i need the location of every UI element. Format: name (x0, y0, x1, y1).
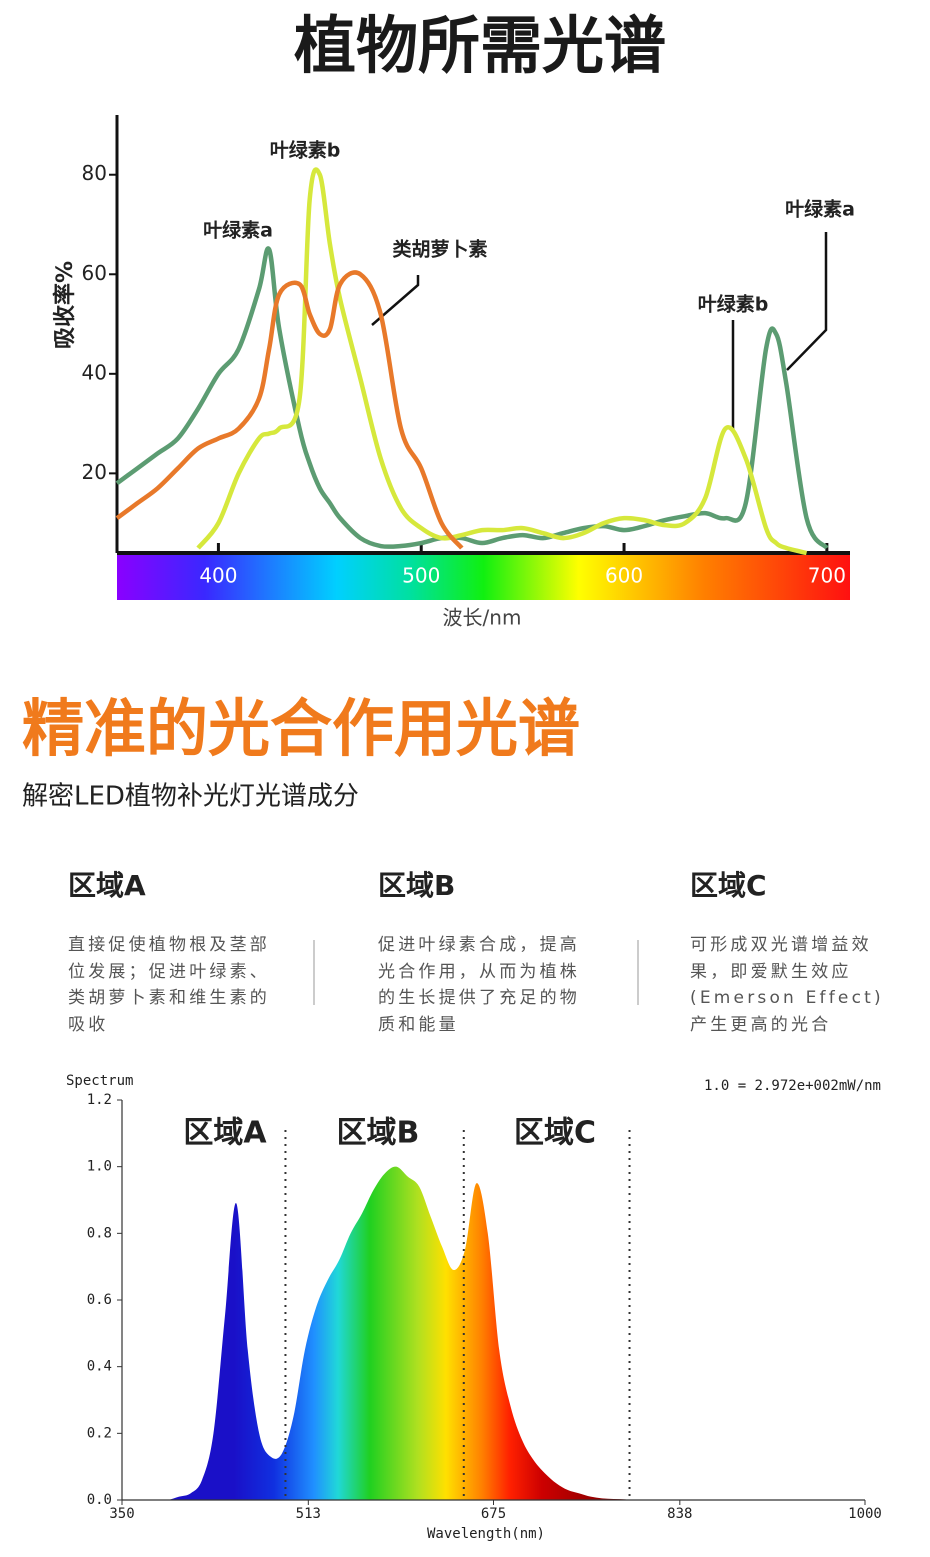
x-tick-label: 838 (667, 1506, 692, 1522)
y-tick-label: 0.8 (87, 1225, 112, 1241)
series-label: 叶绿素b (698, 293, 769, 316)
series-line (115, 270, 464, 550)
region-label: 区域B (337, 1116, 420, 1151)
leader-line (786, 232, 828, 371)
spectrum-band (117, 553, 850, 600)
series-label: 叶绿素b (270, 139, 341, 162)
section-subtitle: 解密LED植物补光灯光谱成分 (22, 782, 359, 812)
region-text: 促进叶绿素合成，提高光合作用，从而为植株的生长提供了充足的物质和能量 (378, 935, 580, 1035)
x-tick-label: 700 (808, 564, 846, 588)
leader-line (371, 275, 420, 326)
x-axis-label: Wavelength(nm) (427, 1526, 545, 1542)
annotation: 1.0 = 2.972e+002mW/nm (704, 1078, 881, 1094)
section-title: 精准的光合作用光谱 (22, 692, 580, 765)
x-tick-label: 513 (296, 1506, 321, 1522)
y-tick-label: 1.2 (87, 1092, 112, 1108)
x-tick-label: 400 (199, 564, 237, 588)
series-label: 类胡萝卜素 (392, 238, 487, 261)
spectrum-area (122, 1166, 637, 1501)
series-label: 叶绿素a (785, 198, 855, 221)
y-axis-label: 吸收率% (52, 261, 78, 349)
y-tick-label: 0.6 (87, 1292, 112, 1308)
x-axis-label: 波长/nm (443, 606, 522, 630)
y-tick-label: 40 (82, 360, 107, 384)
x-tick-label: 600 (605, 564, 643, 588)
x-tick-label: 675 (481, 1506, 506, 1522)
y-tick-label: 20 (82, 460, 107, 484)
region-title: 区域B (378, 869, 455, 902)
region-text: 直接促使植物根及茎部位发展；促进叶绿素、类胡萝卜素和维生素的吸收 (68, 935, 270, 1035)
leader-lines (371, 232, 828, 430)
series-line (196, 167, 808, 556)
x-tick-label: 1000 (848, 1506, 882, 1522)
y-tick-label: 0.2 (87, 1425, 112, 1441)
y-tick-label: 0.0 (87, 1492, 112, 1508)
region-label: 区域C (514, 1116, 596, 1151)
y-tick-label: 60 (82, 261, 107, 285)
region-text: 可形成双光谱增益效果，即爱默生效应(Emerson Effect)产生更高的光合 (690, 935, 884, 1035)
page-title: 植物所需光谱 (294, 9, 666, 82)
series-label: 叶绿素a (203, 219, 273, 242)
y-axis-label: Spectrum (66, 1073, 133, 1089)
y-tick-label: 0.4 (87, 1359, 112, 1375)
y-tick-label: 1.0 (87, 1159, 112, 1175)
region-title: 区域A (68, 869, 146, 902)
region-title: 区域C (690, 869, 767, 902)
x-tick-label: 350 (109, 1506, 134, 1522)
region-label: 区域A (183, 1116, 267, 1151)
x-tick-label: 500 (402, 564, 440, 588)
y-tick-label: 80 (82, 161, 107, 185)
